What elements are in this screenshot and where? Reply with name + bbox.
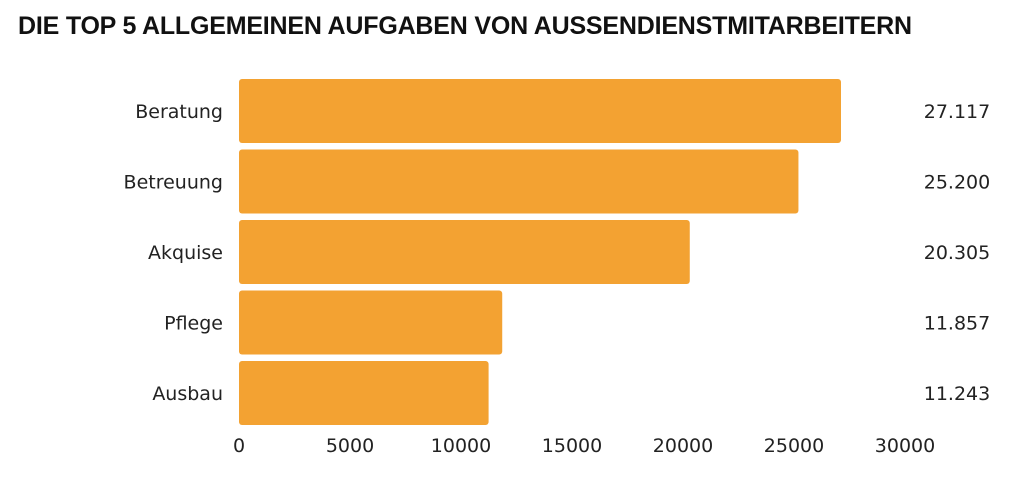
data-label: 27.117 [924,101,990,123]
x-tick-label: 30000 [875,435,935,457]
bar-beratung [239,79,841,143]
category-label: Betreuung [124,172,223,194]
bar-akquise [239,220,690,284]
data-label: 20.305 [924,242,990,264]
category-label: Beratung [135,101,223,123]
bar-betreuung [239,149,799,214]
bar-ausbau [239,361,489,425]
data-label: 11.857 [924,313,990,335]
category-label: Ausbau [152,383,223,405]
x-tick-label: 15000 [542,435,602,457]
x-tick-label: 20000 [653,435,713,457]
data-label: 11.243 [924,383,990,405]
category-label: Akquise [148,242,223,264]
bar-pflege [239,290,503,355]
data-label: 25.200 [924,172,990,194]
chart-title: DIE TOP 5 ALLGEMEINEN AUFGABEN VON AUSSE… [18,12,912,40]
category-label: Pflege [164,313,223,335]
x-tick-label: 5000 [326,435,374,457]
x-tick-label: 10000 [431,435,491,457]
x-tick-label: 0 [233,435,245,457]
x-tick-label: 25000 [764,435,824,457]
